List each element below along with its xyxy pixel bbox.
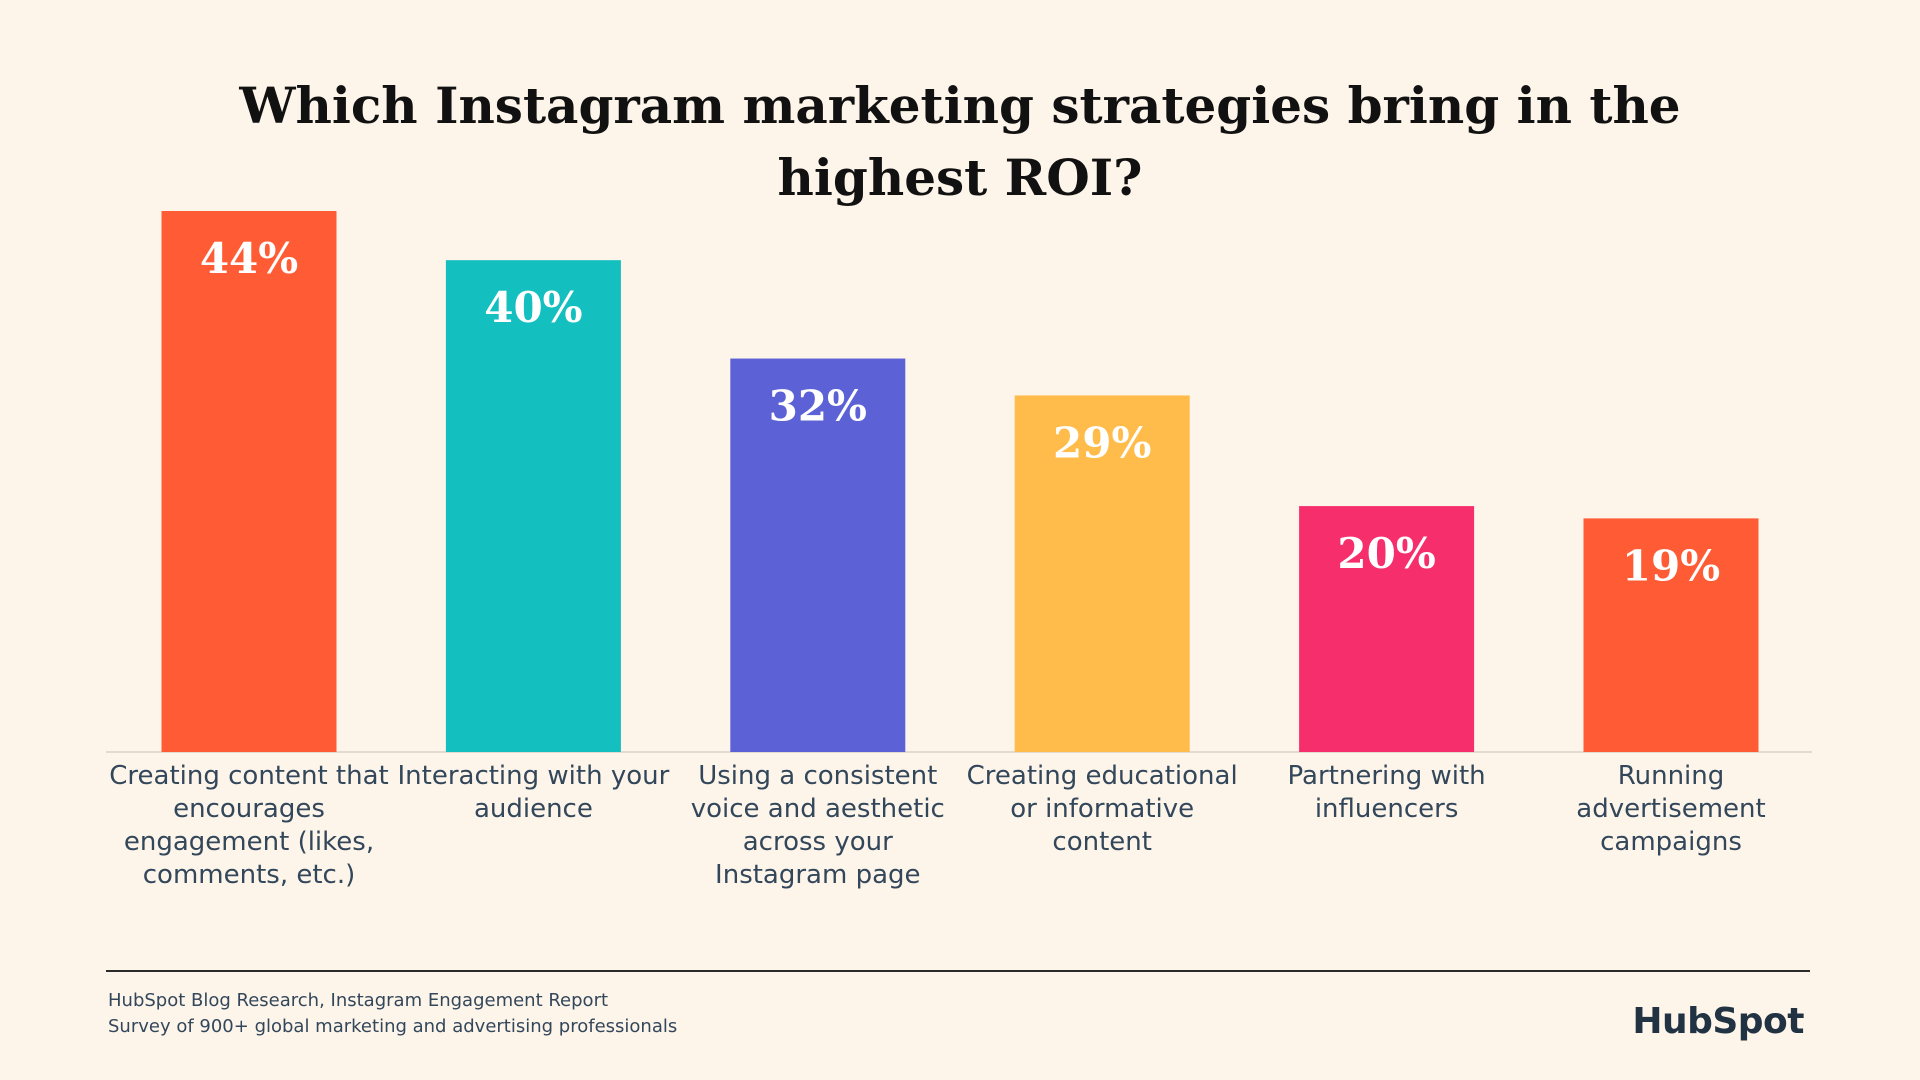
chart-title: Which Instagram marketing strategies bri…: [239, 76, 1681, 207]
bar-value-label: 44%: [200, 234, 298, 283]
bar-value-label: 32%: [769, 382, 867, 431]
footer-source: HubSpot Blog Research, Instagram Engagem…: [108, 990, 609, 1011]
bar-4: [1014, 395, 1190, 752]
bar-5: [1299, 506, 1475, 752]
bar-6: [1583, 518, 1759, 752]
bar-1: [161, 211, 337, 752]
category-label: Running advertisement campaigns: [1576, 761, 1766, 857]
bar-value-label: 40%: [484, 283, 582, 332]
category-label: Creating content that encourages engagem…: [109, 761, 389, 890]
footer-survey: Survey of 900+ global marketing and adve…: [108, 1016, 678, 1037]
bar-value-label: 29%: [1053, 418, 1151, 467]
category-label: Partnering with influencers: [1287, 761, 1486, 824]
hubspot-logo: HubSpot: [1632, 1001, 1804, 1042]
bar-2: [445, 260, 621, 752]
bar-value-label: 19%: [1622, 541, 1720, 590]
category-label: Using a consistent voice and aesthetic a…: [690, 761, 945, 890]
footer-divider: [106, 970, 1810, 972]
bar-value-label: 20%: [1337, 529, 1435, 578]
category-label: Creating educational or informative cont…: [966, 761, 1238, 857]
category-label: Interacting with your audience: [397, 761, 670, 824]
bar-3: [730, 358, 906, 752]
